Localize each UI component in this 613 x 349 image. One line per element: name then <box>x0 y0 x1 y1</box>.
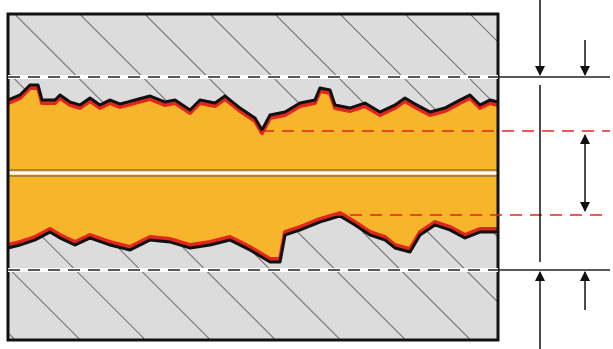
rough-edges <box>7 83 499 264</box>
bottom-edge-red <box>7 211 498 261</box>
dimension-arrows <box>535 0 590 349</box>
bottom-edge <box>7 214 498 264</box>
frame <box>6 12 500 342</box>
top-edge-red <box>7 86 499 135</box>
limit-lines <box>8 75 610 272</box>
center-line <box>8 169 498 177</box>
top-edge <box>7 83 499 132</box>
